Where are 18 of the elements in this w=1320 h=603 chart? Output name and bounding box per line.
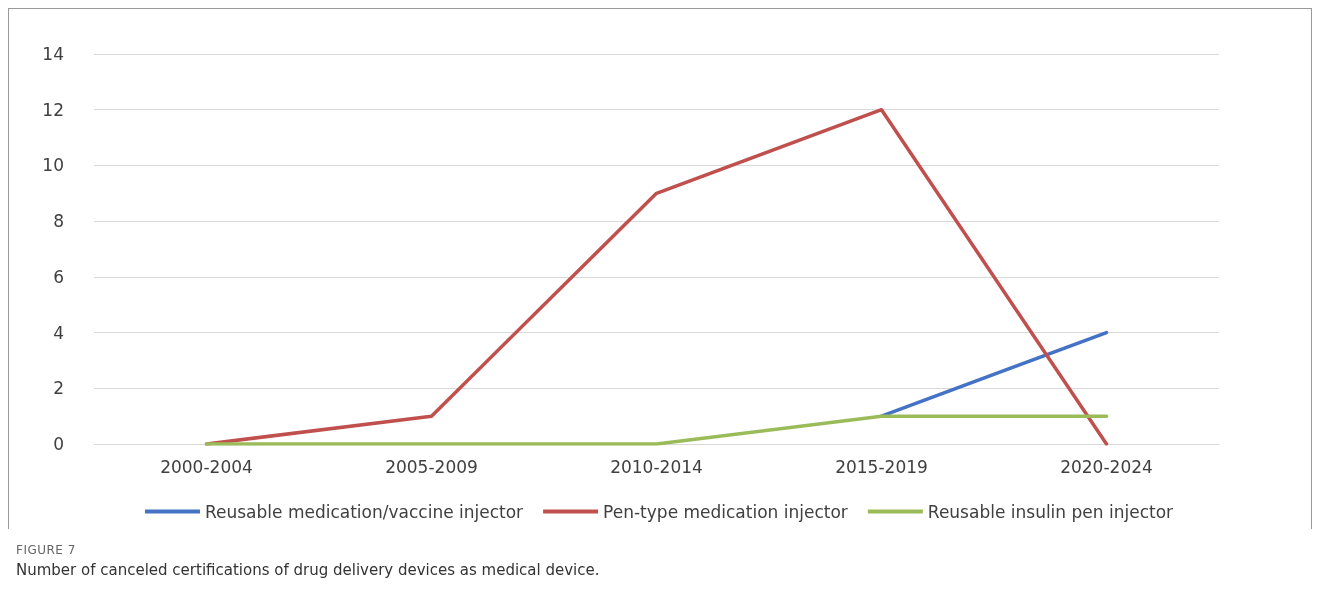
- caption: FIGURE 7: [16, 543, 77, 557]
- y-tick-label: 12: [42, 99, 64, 120]
- y-tick-label: 6: [53, 266, 64, 287]
- y-tick-label: 2: [53, 378, 64, 399]
- legend-label: Pen-type medication injector: [603, 501, 848, 522]
- y-tick-label: 8: [53, 211, 64, 232]
- y-tick-label: 10: [42, 155, 64, 176]
- y-tick-label: 14: [42, 44, 64, 64]
- text: Number of canceled certifications of drug delivery devices as medical device.: [16, 561, 601, 579]
- x-tick-label: 2000-2004: [160, 456, 253, 477]
- x-tick-label: 2015-2019: [835, 456, 928, 477]
- x-tick-label: 2005-2009: [385, 456, 478, 477]
- legend-label: Reusable insulin pen injector: [927, 501, 1174, 522]
- legend-label: Reusable medication/vaccine injector: [204, 501, 524, 522]
- y-tick-label: 0: [53, 434, 64, 454]
- x-tick-label: 2010-2014: [610, 456, 703, 477]
- y-tick-label: 4: [53, 322, 64, 343]
- x-tick-label: 2020-2024: [1060, 456, 1153, 477]
